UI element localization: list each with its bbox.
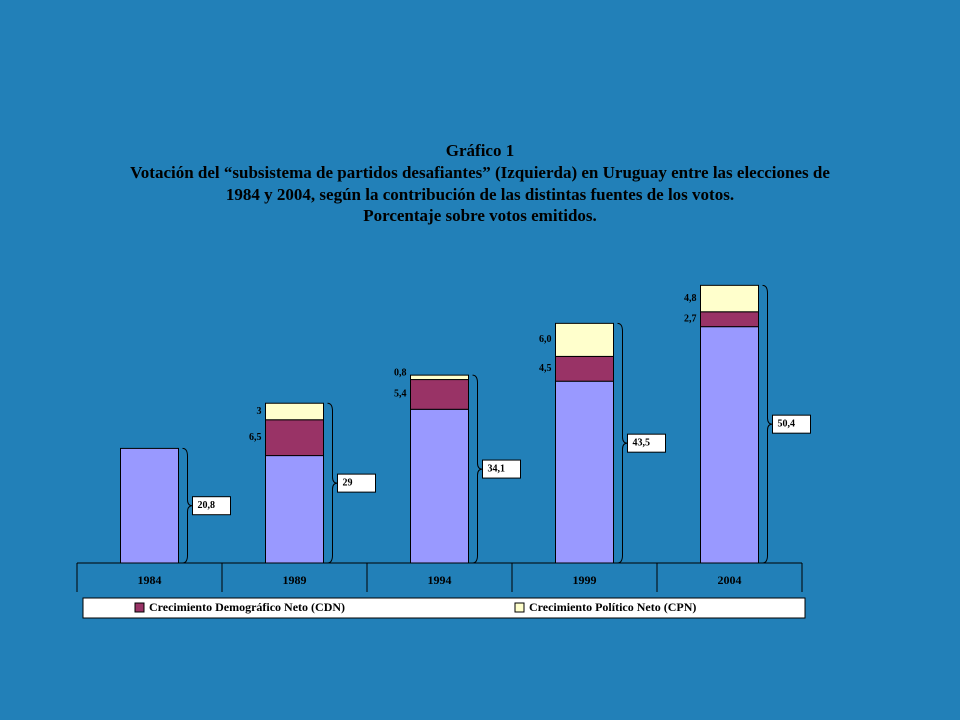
data-label: 2,7	[684, 314, 697, 325]
total-box	[482, 459, 521, 479]
total-box	[772, 414, 811, 434]
legend-label: Crecimiento Demográfico Neto (CDN)	[149, 600, 345, 614]
x-tick-label: 1989	[283, 573, 307, 587]
legend-swatch	[514, 602, 525, 613]
data-label: 6,5	[249, 432, 262, 443]
bar-segment	[410, 374, 469, 381]
data-label: 5,4	[394, 389, 407, 400]
bar-segment	[120, 447, 179, 564]
legend-swatch	[134, 602, 145, 613]
data-label: 3	[257, 406, 262, 417]
total-box	[627, 433, 666, 453]
legend-label: Crecimiento Político Neto (CPN)	[529, 600, 696, 614]
bar-segment	[410, 408, 469, 564]
total-box	[337, 473, 376, 493]
total-label: 50,4	[778, 418, 796, 429]
chart-title: 1984 y 2004, según la contribución de la…	[226, 185, 734, 204]
chart-title: Porcentaje sobre votos emitidos.	[363, 206, 597, 225]
bar-segment	[555, 322, 614, 357]
x-tick-label: 1999	[573, 573, 597, 587]
bar-segment	[410, 379, 469, 410]
chart-title: Gráfico 1	[446, 141, 514, 160]
x-tick-label: 2004	[718, 573, 742, 587]
x-tick-label: 1984	[138, 573, 162, 587]
x-tick-label: 1994	[428, 573, 452, 587]
data-label: 6,0	[539, 334, 552, 345]
data-label: 4,8	[684, 293, 697, 304]
bar-segment	[700, 311, 759, 328]
total-label: 43,5	[633, 437, 651, 448]
bar-segment	[265, 455, 324, 564]
total-label: 20,8	[198, 500, 216, 511]
data-label: 0,8	[394, 368, 407, 379]
total-label: 34,1	[488, 463, 506, 474]
bar-segment	[700, 284, 759, 313]
total-box	[192, 496, 231, 516]
bar-segment	[265, 402, 324, 421]
total-label: 29	[343, 477, 353, 488]
data-label: 4,5	[539, 363, 552, 374]
chart-title: Votación del “subsistema de partidos des…	[130, 163, 830, 182]
bar-segment	[700, 326, 759, 564]
bar-segment	[555, 380, 614, 564]
legend	[82, 597, 806, 619]
bar-segment	[265, 419, 324, 457]
bar-segment	[555, 355, 614, 382]
